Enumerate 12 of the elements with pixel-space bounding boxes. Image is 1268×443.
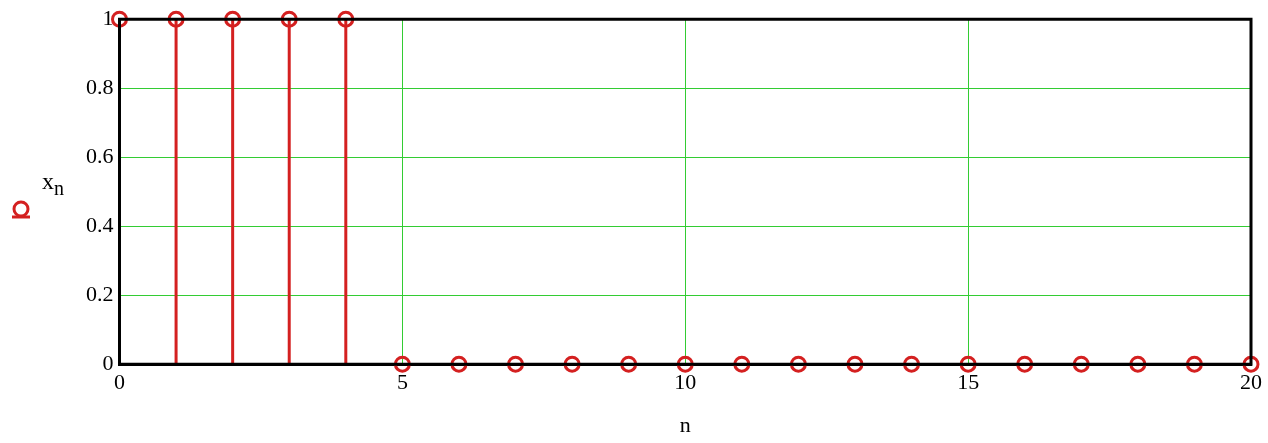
y-tick-label: 0.8 (86, 73, 114, 99)
y-tick-label: 0 (102, 349, 114, 375)
x-tick-label: 5 (396, 369, 408, 395)
y-axis-title: x$_{n}$ (42, 168, 64, 200)
x-tick-label: 20 (1240, 369, 1262, 395)
y-tick-label: 0.4 (86, 211, 114, 237)
x-tick-label: 10 (674, 369, 697, 395)
y-tick-label: 0.2 (86, 280, 114, 306)
x-tick-label: 15 (957, 369, 980, 395)
y-tick-label: 0.6 (86, 142, 114, 168)
x-axis-title: n (679, 411, 691, 437)
y-tick-label: 1 (102, 4, 114, 30)
